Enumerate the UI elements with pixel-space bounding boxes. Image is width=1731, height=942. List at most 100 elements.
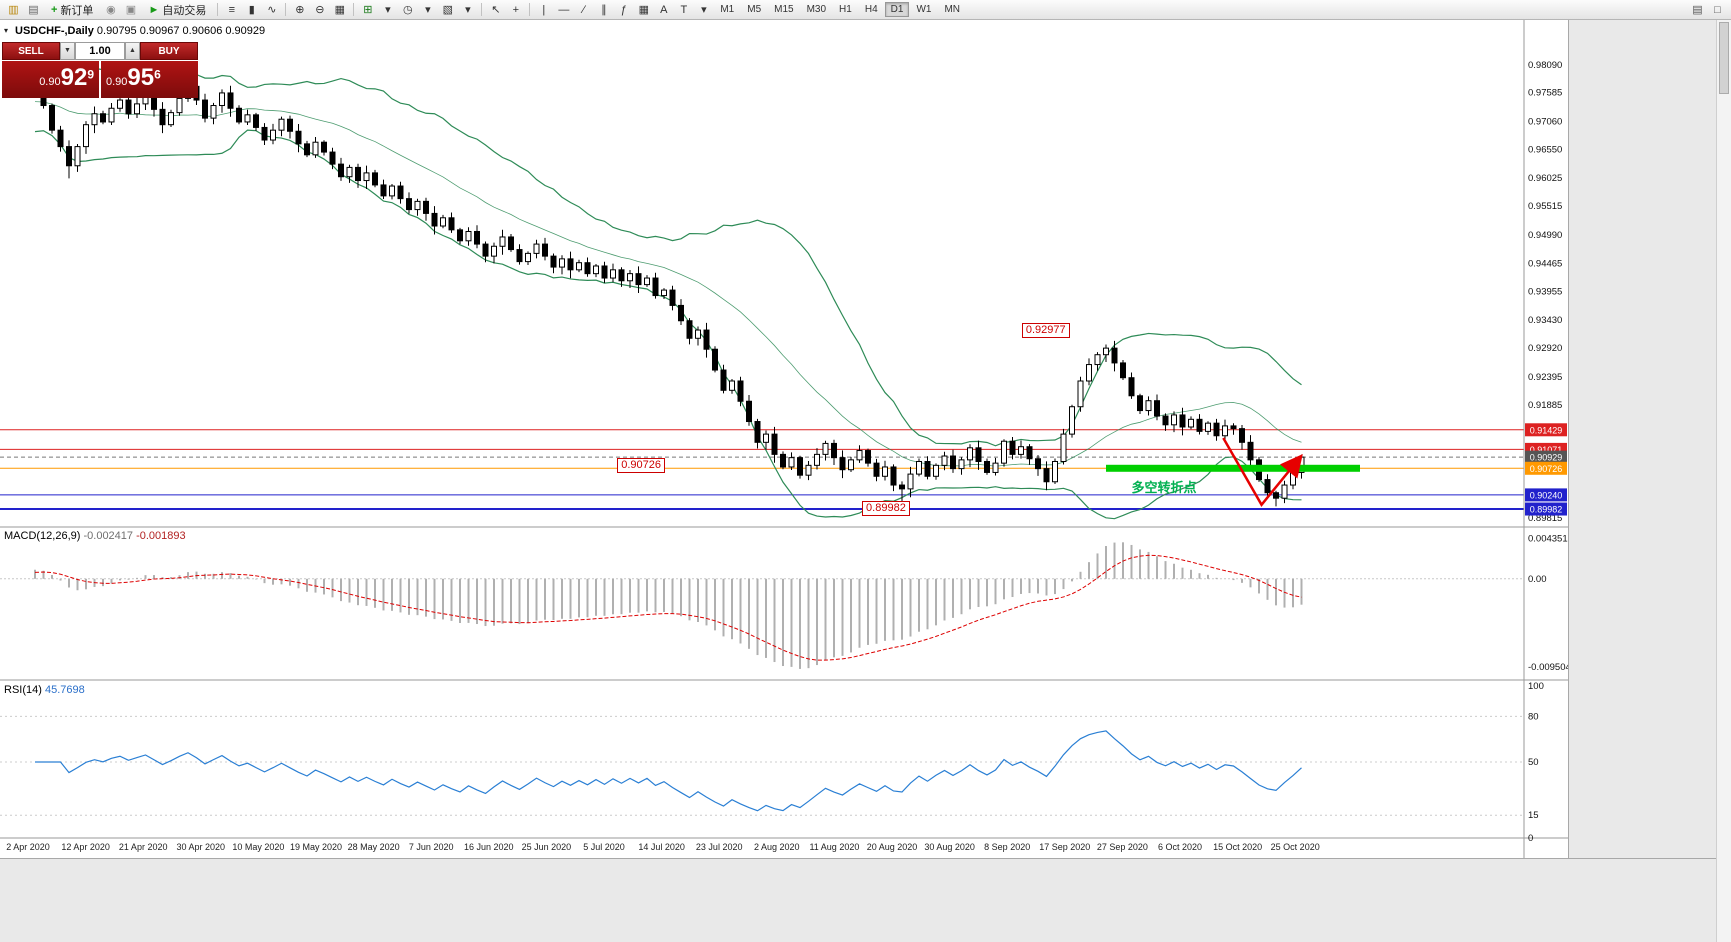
- macd-indicator-label: MACD(12,26,9) -0.002417 -0.001893: [4, 530, 186, 542]
- rsi-name: RSI(14): [4, 684, 42, 696]
- horizontal-line-icon[interactable]: —: [558, 3, 570, 16]
- chart-symbol-period: USDCHF-,Daily: [15, 25, 94, 37]
- autotrading-button-label: 自动交易: [162, 4, 207, 17]
- autotrading-button[interactable]: ► 自动交易: [141, 2, 213, 18]
- crosshair-icon[interactable]: +: [512, 3, 520, 16]
- arrows-dropdown-icon[interactable]: ▾: [701, 3, 707, 16]
- new-order-button[interactable]: + 新订单: [44, 2, 100, 18]
- templates-dropdown-icon[interactable]: ▾: [465, 3, 471, 16]
- tile-windows-icon[interactable]: ▦: [334, 3, 346, 16]
- navigator-icon[interactable]: ◉: [106, 3, 116, 16]
- svg-text:0.89982: 0.89982: [1530, 505, 1563, 515]
- timeframe-h4-button[interactable]: H4: [864, 4, 878, 15]
- new-chart-icon[interactable]: ▥: [8, 3, 19, 16]
- trend-arrow[interactable]: [1222, 437, 1303, 507]
- print-icon[interactable]: ▤: [1692, 3, 1703, 16]
- toolbar-separator: [285, 3, 287, 16]
- axis-price-box: 0.90240: [1525, 488, 1567, 502]
- svg-text:16 Jun 2020: 16 Jun 2020: [464, 842, 514, 852]
- sell-price-box[interactable]: 0.90929: [2, 61, 99, 98]
- scrollbar-thumb[interactable]: [1719, 22, 1729, 94]
- toolbar: ▥ ▤ + 新订单 ◉ ▣ ► 自动交易 ≡ ▮ ∿ ⊕ ⊖ ▦ ⊞ ▾ ◷ ▾ ▧ ▾ ↖ + | — ∕ ∥ ƒ ▦ A T ▾ M1 M…: [0, 0, 1731, 20]
- volume-decrease-button[interactable]: ▼: [60, 42, 75, 60]
- svg-text:0.92395: 0.92395: [1528, 372, 1562, 383]
- timeframe-m5-button[interactable]: M5: [747, 4, 762, 15]
- axis-price-box: 0.89982: [1525, 502, 1567, 516]
- svg-text:19 May 2020: 19 May 2020: [290, 842, 342, 852]
- zoom-in-icon[interactable]: ⊕: [295, 3, 305, 16]
- svg-text:14 Jul 2020: 14 Jul 2020: [638, 842, 685, 852]
- svg-text:8 Sep 2020: 8 Sep 2020: [984, 842, 1030, 852]
- buy-price-pip-digit: 6: [154, 67, 161, 82]
- turning-point-annotation[interactable]: 多空转折点: [1131, 480, 1197, 496]
- candlestick-chart-icon[interactable]: ▮: [248, 3, 255, 16]
- indicators-icon[interactable]: ⊞: [363, 3, 373, 16]
- volume-increase-button[interactable]: ▲: [125, 42, 140, 60]
- svg-text:0.004351: 0.004351: [1528, 533, 1568, 544]
- grid-icon[interactable]: ▦: [638, 3, 650, 16]
- volume-input[interactable]: [75, 42, 125, 60]
- vertical-line-icon[interactable]: |: [542, 3, 546, 16]
- sell-button[interactable]: SELL: [2, 42, 60, 60]
- svg-text:80: 80: [1528, 711, 1539, 722]
- svg-text:0.00: 0.00: [1528, 574, 1547, 585]
- toolbar-separator: [217, 3, 219, 16]
- svg-text:0.96025: 0.96025: [1528, 173, 1562, 184]
- profiles-icon[interactable]: ▤: [28, 3, 39, 16]
- toolbar-separator: [353, 3, 355, 16]
- support-zone-highlight[interactable]: [1106, 464, 1360, 472]
- periods-dropdown-icon[interactable]: ▾: [425, 3, 431, 16]
- timeframe-m30-button[interactable]: M30: [806, 4, 827, 15]
- cursor-icon[interactable]: ↖: [491, 3, 501, 16]
- fibonacci-icon[interactable]: ƒ: [620, 3, 627, 16]
- toolbar-left-group: ▥ ▤ + 新订单 ◉ ▣ ► 自动交易 ≡ ▮ ∿ ⊕ ⊖ ▦ ⊞ ▾ ◷ ▾ ▧ ▾ ↖ + | — ∕ ∥ ƒ ▦ A T ▾: [4, 2, 713, 18]
- label-icon[interactable]: T: [680, 3, 688, 16]
- svg-text:2 Apr 2020: 2 Apr 2020: [6, 842, 50, 852]
- buy-price-box[interactable]: 0.90956: [101, 61, 198, 98]
- timeframe-m1-button[interactable]: M1: [720, 4, 735, 15]
- bars-chart-icon[interactable]: ≡: [228, 3, 236, 16]
- svg-text:25 Jun 2020: 25 Jun 2020: [522, 842, 572, 852]
- svg-text:0.95515: 0.95515: [1528, 201, 1562, 212]
- periods-icon[interactable]: ◷: [403, 3, 413, 16]
- toolbar-separator: [481, 3, 483, 16]
- svg-text:15: 15: [1528, 810, 1539, 821]
- chart-canvas[interactable]: 0.98090 0.97585 0.97060 0.96550 0.96025 0.955…: [0, 20, 1568, 858]
- chart-window[interactable]: ▾ USDCHF-,Daily 0.90795 0.90967 0.90606 …: [0, 20, 1568, 858]
- svg-text:10 May 2020: 10 May 2020: [232, 842, 284, 852]
- timeframe-d1-button[interactable]: D1: [884, 2, 910, 17]
- macd-signal-line: [34, 554, 1302, 661]
- macd-signal-value: -0.001893: [136, 530, 186, 542]
- trendline-icon[interactable]: ∕: [582, 3, 585, 16]
- vertical-scrollbar[interactable]: [1716, 20, 1731, 942]
- svg-text:21 Apr 2020: 21 Apr 2020: [119, 842, 168, 852]
- buy-button[interactable]: BUY: [140, 42, 198, 60]
- svg-text:0.89815: 0.89815: [1528, 513, 1562, 524]
- price-annotation-support-1[interactable]: 0.90726: [617, 457, 666, 473]
- timeframe-w1-button[interactable]: W1: [916, 4, 932, 15]
- new-order-icon: +: [51, 3, 58, 16]
- svg-text:2 Aug 2020: 2 Aug 2020: [754, 842, 800, 852]
- time-axis: 2 Apr 2020 12 Apr 2020 21 Apr 2020 30 Apr 2…: [6, 842, 1319, 852]
- price-annotation-peak[interactable]: 0.92977: [1021, 323, 1070, 339]
- svg-text:15 Oct 2020: 15 Oct 2020: [1213, 842, 1262, 852]
- templates-icon[interactable]: ▧: [442, 3, 454, 16]
- one-click-collapse-toggle[interactable]: ▾: [4, 26, 9, 35]
- svg-text:0.96550: 0.96550: [1528, 144, 1562, 155]
- terminal-icon[interactable]: ▣: [125, 3, 137, 16]
- channel-icon[interactable]: ∥: [601, 3, 607, 16]
- indicators-dropdown-icon[interactable]: ▾: [385, 3, 391, 16]
- timeframe-mn-button[interactable]: MN: [944, 4, 960, 15]
- svg-text:-0.009504: -0.009504: [1528, 662, 1568, 673]
- price-annotation-support-2[interactable]: 0.89982: [862, 501, 910, 517]
- timeframe-h1-button[interactable]: H1: [839, 4, 852, 15]
- timeframe-m15-button[interactable]: M15: [774, 4, 794, 15]
- print-preview-icon[interactable]: □: [1714, 3, 1721, 16]
- sell-price-big-digits: 92: [60, 64, 88, 91]
- zoom-out-icon[interactable]: ⊖: [315, 3, 325, 16]
- autotrading-icon: ►: [148, 3, 160, 16]
- svg-text:100: 100: [1528, 681, 1544, 692]
- line-chart-icon[interactable]: ∿: [267, 3, 277, 16]
- svg-text:23 Jul 2020: 23 Jul 2020: [696, 842, 743, 852]
- text-icon[interactable]: A: [660, 3, 668, 16]
